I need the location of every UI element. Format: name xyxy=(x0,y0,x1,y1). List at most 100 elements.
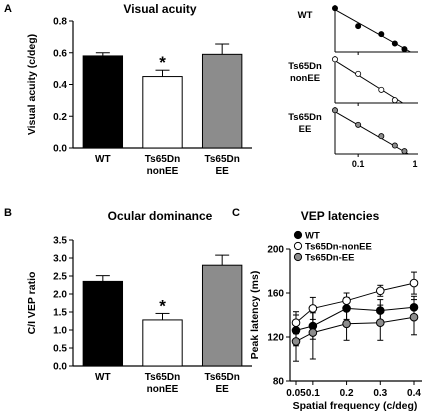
inset-data-point xyxy=(355,23,362,30)
panel-c-y-tick-label: 160 xyxy=(267,289,284,300)
panel-c-data-point xyxy=(342,304,351,313)
panel-b-category-label: EE xyxy=(215,384,229,395)
panel-c-data-point xyxy=(291,318,301,328)
panel-a-bar-chart: 0.0 0.2 0.4 0.6 0.8 Visual acuity (c/deg) WT Ts… xyxy=(26,17,252,177)
panel-b-y-tick-label: 2.0 xyxy=(53,290,67,301)
panel-c-data-point xyxy=(342,319,351,329)
panel-c-x-tick-label: 0.3 xyxy=(373,388,387,399)
panel-c-x-tick-label: 0.4 xyxy=(407,388,421,399)
panel-c-data-point xyxy=(375,318,385,328)
panel-c-data-point xyxy=(375,286,385,296)
panel-c-y-axis-label: Peak latency (ms) xyxy=(249,271,261,360)
panel-label-c: C xyxy=(232,207,240,219)
panel-c-x-tick-label: 0.2 xyxy=(340,388,354,399)
panel-b-category-label: nonEE xyxy=(147,384,179,395)
inset-label: Ts65Dn xyxy=(288,112,322,123)
inset-label: EE xyxy=(299,124,312,135)
panel-b-significance-asterisk: * xyxy=(159,296,166,315)
panel-c-data-point xyxy=(409,303,419,312)
inset-data-point xyxy=(355,121,362,128)
panel-b-y-tick-label: 1.5 xyxy=(53,308,67,319)
panel-a-category-label: EE xyxy=(215,166,229,177)
panel-c-y-tick-label: 120 xyxy=(267,333,284,344)
panel-c-legend-label: Ts65Dn-EE xyxy=(305,253,354,264)
panel-b-y-tick-label: 3.0 xyxy=(53,254,67,265)
panel-c-legend-marker xyxy=(293,252,303,262)
inset-data-point xyxy=(331,56,338,63)
inset-x-tick-label: 0.1 xyxy=(352,159,365,169)
inset-data-point xyxy=(391,40,398,47)
panel-b-bar xyxy=(142,319,183,367)
panel-b-bar xyxy=(82,280,124,367)
panel-c-legend-marker xyxy=(293,241,303,251)
panel-a-y-tick-label: 0.2 xyxy=(53,112,67,123)
panel-b-y-tick-label: 1.0 xyxy=(53,326,67,337)
panel-a-y-axis-label: Visual acuity (c/deg) xyxy=(26,34,38,135)
panel-a-bar xyxy=(201,53,243,149)
panel-c-data-point xyxy=(375,306,385,315)
panel-b-bar xyxy=(201,264,243,367)
panel-b-category-label: WT xyxy=(95,372,111,383)
inset-fit-line xyxy=(334,111,409,155)
panel-a-y-tick-label: 0.8 xyxy=(53,17,67,28)
panel-c-legend-marker xyxy=(293,230,303,240)
panel-c-title: VEP latencies xyxy=(301,209,380,223)
panel-c-legend-label: WT xyxy=(305,231,320,242)
panel-c-y-tick-label: 200 xyxy=(267,245,284,256)
inset-data-point xyxy=(331,5,338,12)
inset-label: Ts65Dn xyxy=(288,61,322,72)
inset-label: nonEE xyxy=(290,73,320,84)
panel-c-data-point xyxy=(308,304,318,313)
panel-label-b: B xyxy=(4,207,12,219)
panel-b-category-label: Ts65Dn xyxy=(204,372,239,383)
panel-a-category-label: WT xyxy=(95,154,111,165)
inset-label: WT xyxy=(298,10,313,21)
inset-data-point xyxy=(391,97,398,104)
panel-c-x-axis-label: Spatial frequency (c/deg) xyxy=(293,400,418,412)
panel-a-category-label: Ts65Dn xyxy=(145,154,180,165)
panel-a-y-tick-label: 0.6 xyxy=(53,48,67,59)
panel-b-y-tick-label: 0.0 xyxy=(53,362,67,373)
inset-x-tick-label: 1 xyxy=(412,159,417,169)
panel-c-data-point xyxy=(409,312,419,322)
inset-data-point xyxy=(401,46,408,53)
panel-label-a: A xyxy=(4,3,12,15)
panel-b-bar-chart: 0.0 0.5 1.0 1.5 2.0 2.5 3.0 3.5 C/I VEP ratio WT T… xyxy=(26,236,252,395)
panel-a-category-label: nonEE xyxy=(147,166,179,177)
panel-a-y-tick-label: 0.4 xyxy=(53,80,67,91)
inset-fit-line xyxy=(334,60,404,104)
panel-a-y-tick-label: 0.0 xyxy=(53,144,67,155)
panel-c-x-tick-label: 0.1 xyxy=(306,388,320,399)
panel-c-data-point xyxy=(409,278,419,288)
panel-b-y-tick-label: 0.5 xyxy=(53,344,67,355)
panel-b-title: Ocular dominance xyxy=(108,209,213,223)
panel-b-y-tick-label: 3.5 xyxy=(53,236,67,247)
inset-data-point xyxy=(378,133,385,140)
panel-b-category-label: Ts65Dn xyxy=(145,372,180,383)
inset-data-point xyxy=(391,142,398,149)
panel-c-data-point xyxy=(342,296,351,306)
panel-c-data-point xyxy=(291,326,301,335)
panel-c-x-tick-label: 0.05 xyxy=(286,388,306,399)
panel-c-y-tick-label: 80 xyxy=(273,377,285,388)
panel-b-y-tick-label: 2.5 xyxy=(53,272,67,283)
panel-c-legend-label: Ts65Dn-nonEE xyxy=(305,242,372,253)
panel-c-data-point xyxy=(308,328,318,337)
panel-c-data-point xyxy=(291,337,301,346)
panel-b-y-axis-label: C/I VEP ratio xyxy=(26,272,38,335)
inset-data-point xyxy=(331,107,338,114)
panel-a-significance-asterisk: * xyxy=(159,53,166,72)
panel-a-category-label: Ts65Dn xyxy=(204,154,239,165)
panel-a-title: Visual acuity xyxy=(123,2,196,16)
inset-fit-line xyxy=(334,9,411,53)
panel-a-bar xyxy=(82,55,124,149)
panel-a-bar xyxy=(142,76,183,149)
inset-data-point xyxy=(355,70,362,77)
inset-data-point xyxy=(378,86,385,93)
panel-c-series-line xyxy=(295,282,415,324)
inset-data-point xyxy=(378,31,385,38)
inset-data-point xyxy=(401,148,408,155)
